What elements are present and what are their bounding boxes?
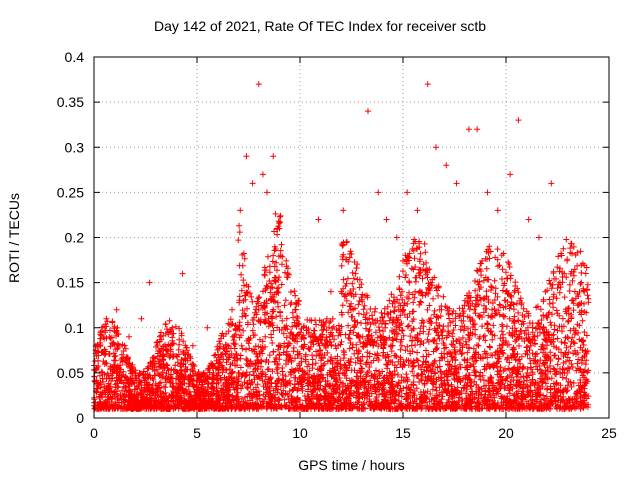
data-point [383,216,390,223]
data-point [229,306,236,313]
plot-frame [93,56,610,419]
y-tick-label: 0.1 [65,320,85,336]
data-point [581,288,588,295]
x-tick-label: 25 [601,425,617,441]
data-point [179,270,186,277]
data-point [568,297,575,304]
chart-title: Day 142 of 2021, Rate Of TEC Index for r… [153,18,486,34]
data-point [465,126,472,133]
data-point [218,351,225,358]
data-point [138,315,145,322]
data-point [146,279,153,286]
data-point [424,81,431,88]
data-point [315,216,322,223]
data-point [284,270,291,277]
data-point [264,189,271,196]
x-tick-label: 5 [193,425,201,441]
data-point [494,207,501,214]
data-point [237,207,244,214]
data-point [525,216,532,223]
data-point [474,126,481,133]
data-point [95,342,102,349]
data-point [340,207,347,214]
data-point [189,342,196,349]
data-point [303,324,310,331]
data-point [270,153,277,160]
data-point [515,117,522,124]
data-point [404,189,411,196]
data-point [507,171,514,178]
x-tick-label: 20 [498,425,514,441]
y-tick-label: 0.3 [65,139,85,155]
data-point [558,252,565,259]
data-point [113,306,120,313]
grid [94,57,609,418]
data-point [276,225,283,232]
data-point [548,180,555,187]
data-point [364,108,371,115]
data-point [156,333,163,340]
data-point [432,144,439,151]
y-tick-label: 0.2 [65,230,85,246]
data-point [393,234,400,241]
tick-marks [93,56,610,419]
data-point [204,324,211,331]
data-point [169,324,176,331]
y-tick-label: 0.4 [65,49,85,65]
y-tick-label: 0.35 [57,94,84,110]
data-point [484,189,491,196]
x-axis-label: GPS time / hours [298,457,405,473]
y-tick-label: 0.15 [57,275,84,291]
data-point [352,270,359,277]
data-point [255,81,262,88]
data-point [375,189,382,196]
x-tick-label: 15 [395,425,411,441]
data-point [292,306,299,313]
data-point [414,207,421,214]
data-point [103,315,110,322]
data-point [243,153,250,160]
data-point [443,162,450,169]
tick-labels: 0 5 10 15 20 25 0 0.05 0.1 0.15 0.2 0.25 0.3 0.35 0.4 [57,49,617,441]
scatter-density [91,210,592,412]
y-tick-label: 0.05 [57,365,84,381]
x-tick-label: 0 [90,425,98,441]
y-tick-label: 0 [76,410,84,426]
data-point [453,180,460,187]
data-point [259,171,266,178]
data-points [91,81,592,412]
y-tick-label: 0.25 [57,184,84,200]
data-point [126,333,133,340]
data-point [535,234,542,241]
data-point [249,180,256,187]
x-tick-label: 10 [292,425,308,441]
data-point [327,288,334,295]
